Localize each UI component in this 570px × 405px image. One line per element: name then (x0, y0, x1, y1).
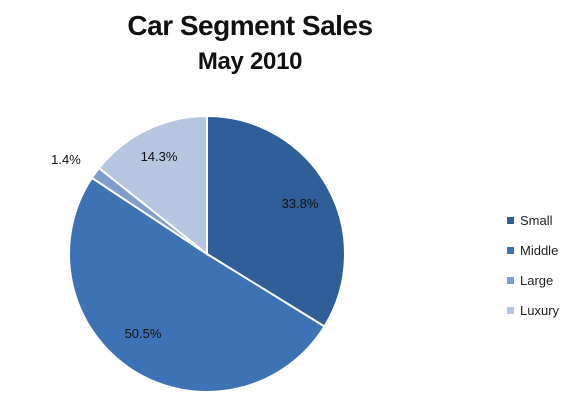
legend-item-middle: Middle (507, 235, 567, 265)
legend: Small Middle Large Luxury (507, 205, 567, 325)
data-label-small: 33.8% (282, 196, 319, 211)
legend-label-middle: Middle (520, 242, 559, 258)
legend-label-small: Small (520, 212, 553, 228)
legend-item-large: Large (507, 265, 567, 295)
data-label-luxury: 14.3% (141, 149, 178, 164)
legend-swatch-small (507, 216, 514, 224)
legend-label-luxury: Luxury (520, 302, 560, 318)
pie-slice-middle (68, 176, 326, 393)
legend-swatch-middle (507, 246, 514, 254)
legend-swatch-luxury (507, 306, 514, 314)
chart-subtitle: May 2010 (197, 48, 303, 75)
legend-swatch-large (507, 276, 514, 284)
chart-title: Car Segment Sales (127, 10, 373, 41)
pie-slice-luxury (97, 114, 208, 257)
data-label-large: 1.4% (51, 152, 81, 167)
legend-item-small: Small (507, 205, 567, 235)
legend-label-large: Large (520, 272, 554, 288)
data-label-middle: 50.5% (125, 326, 162, 341)
pie-slice-small (206, 114, 346, 328)
legend-item-luxury: Luxury (507, 295, 567, 325)
